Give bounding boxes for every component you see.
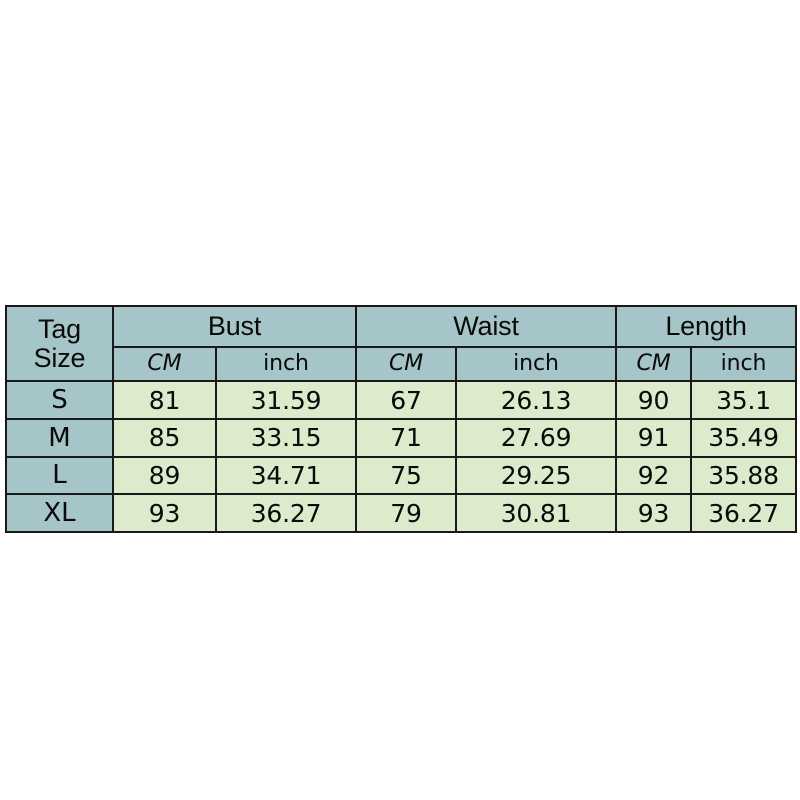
table-row: S 81 31.59 67 26.13 90 35.1	[5, 380, 798, 421]
header-unit-length-cm: CM	[615, 346, 693, 383]
cell-bust-inch: 34.71	[214, 455, 358, 496]
table-row: M 85 33.15 71 27.69 91 35.49	[5, 418, 798, 458]
header-tag-size: Tag Size	[5, 304, 114, 383]
table-header-group-row: Tag Size Bust Waist Length	[5, 304, 798, 383]
cell-waist-cm: 79	[355, 493, 458, 533]
header-unit-waist-inch: inch	[455, 346, 618, 383]
cell-bust-cm: 85	[112, 418, 217, 458]
header-group-length: Length	[615, 304, 798, 349]
cell-length-inch: 35.88	[690, 455, 798, 496]
cell-length-cm: 92	[615, 455, 693, 496]
table-row: XL 93 36.27 79 30.81 93 36.27	[5, 493, 798, 533]
size-chart-container: Tag Size Bust Waist Length CM inch CM in…	[5, 304, 798, 533]
cell-bust-cm: 93	[112, 493, 217, 533]
header-unit-bust-cm: CM	[112, 346, 217, 383]
size-chart-table: Tag Size Bust Waist Length CM inch CM in…	[5, 304, 798, 533]
header-unit-bust-inch: inch	[214, 346, 358, 383]
header-unit-waist-cm: CM	[355, 346, 458, 383]
cell-length-inch: 35.49	[690, 418, 798, 458]
cell-bust-cm: 89	[112, 455, 217, 496]
cell-length-cm: 90	[615, 380, 693, 421]
cell-length-cm: 91	[615, 418, 693, 458]
cell-waist-inch: 30.81	[455, 493, 618, 533]
cell-bust-cm: 81	[112, 380, 217, 421]
table-header-unit-row: CM inch CM inch CM inch	[6, 346, 798, 383]
row-size-label: XL	[5, 493, 114, 533]
header-tag-size-line-1: Tag	[38, 313, 81, 344]
cell-waist-inch: 27.69	[455, 418, 618, 458]
header-group-waist: Waist	[355, 304, 618, 349]
row-size-label: S	[5, 380, 114, 421]
cell-waist-cm: 75	[355, 455, 458, 496]
cell-bust-inch: 33.15	[214, 418, 358, 458]
header-tag-size-line-2: Size	[33, 342, 86, 373]
header-unit-length-inch: inch	[690, 346, 798, 383]
cell-waist-cm: 71	[355, 418, 458, 458]
row-size-label: M	[5, 418, 114, 458]
header-group-bust: Bust	[111, 304, 358, 349]
cell-bust-inch: 36.27	[214, 493, 358, 533]
cell-waist-cm: 67	[355, 380, 458, 421]
cell-waist-inch: 26.13	[455, 380, 618, 421]
row-size-label: L	[5, 455, 114, 496]
cell-length-inch: 36.27	[690, 493, 798, 533]
table-row: L 89 34.71 75 29.25 92 35.88	[5, 455, 798, 496]
cell-bust-inch: 31.59	[214, 380, 358, 421]
cell-waist-inch: 29.25	[455, 455, 618, 496]
cell-length-inch: 35.1	[690, 380, 798, 421]
cell-length-cm: 93	[615, 493, 693, 533]
